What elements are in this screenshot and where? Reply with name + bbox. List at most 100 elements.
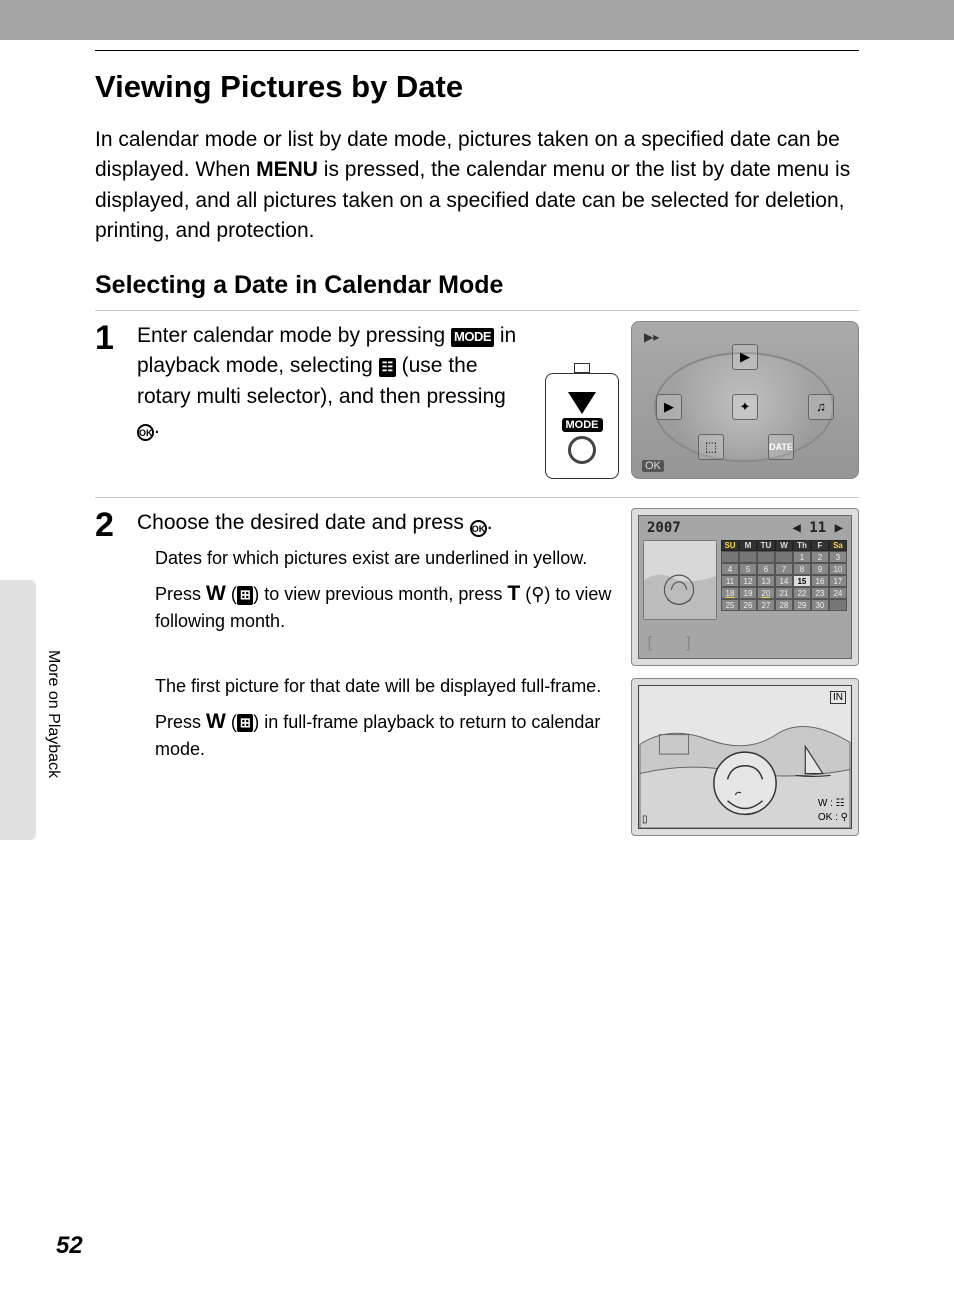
- playback-indicator: ▶▸: [644, 330, 659, 344]
- mode-key-glyph: MODE: [451, 328, 494, 347]
- page-title: Viewing Pictures by Date: [95, 69, 859, 105]
- calendar-cell: 19: [739, 587, 757, 599]
- day-head: M: [739, 540, 757, 551]
- calendar-cell: 25: [721, 599, 739, 611]
- step-2-sub4: Press W (⊞) in full-frame playback to re…: [137, 707, 613, 762]
- s22d: (: [520, 584, 531, 604]
- step-1-figures: MODE ▶▸ ▶ ▶ ♫ ✦ ⬚ DATE OK: [545, 321, 859, 479]
- calendar-cell: [721, 551, 739, 563]
- w-key-glyph-2: W: [206, 710, 226, 733]
- calendar-cell: 17: [829, 575, 847, 587]
- calendar-cell: 13: [757, 575, 775, 587]
- s2b: .: [487, 511, 493, 534]
- w-key-glyph: W: [206, 582, 226, 605]
- calendar-cell: 16: [811, 575, 829, 587]
- calendar-grid: 1234567891011121314151617181920212223242…: [721, 551, 847, 611]
- mini-calendar: SUMTUWThFSa 1234567891011121314151617181…: [721, 540, 847, 620]
- day-head: SU: [721, 540, 739, 551]
- down-arrow-icon: [568, 392, 596, 414]
- mode-badge: MODE: [562, 418, 603, 432]
- calendar-cell: 27: [757, 599, 775, 611]
- s1d: .: [154, 415, 160, 438]
- calendar-thumbnail: [643, 540, 717, 620]
- internal-memory-icon: IN: [830, 691, 846, 704]
- day-head: TU: [757, 540, 775, 551]
- calendar-day-header: SUMTUWThFSa: [721, 540, 847, 551]
- calendar-cell: 2: [811, 551, 829, 563]
- calendar-cell: 28: [775, 599, 793, 611]
- next-month-icon: ▶: [835, 520, 843, 536]
- calendar-cell: 22: [793, 587, 811, 599]
- calendar-cell: [775, 551, 793, 563]
- mode-button-figure: MODE: [545, 369, 619, 479]
- lcd1-ok-label: OK: [642, 460, 664, 472]
- top-gray-bar: [0, 0, 954, 40]
- year-label: 2007: [647, 520, 681, 536]
- calendar-cell: 23: [811, 587, 829, 599]
- brackets-indicator: [ ]: [645, 633, 693, 652]
- calendar-cell: 8: [793, 563, 811, 575]
- calendar-cell: [829, 599, 847, 611]
- prev-month-icon: ◀: [792, 520, 800, 536]
- calendar-cell: [739, 551, 757, 563]
- calendar-cell: 1: [793, 551, 811, 563]
- step-1: 1 Enter calendar mode by pressing MODE i…: [95, 311, 859, 497]
- ok-button-glyph-2: OK: [470, 520, 487, 537]
- zoom-icon: ⚲: [531, 584, 544, 604]
- s22c: ) to view previous month, press: [253, 584, 507, 604]
- page-content: Viewing Pictures by Date In calendar mod…: [0, 40, 954, 854]
- lcd3-bl-icon: ▯: [642, 814, 648, 825]
- section-label: More on Playback: [44, 650, 62, 778]
- calendar-cell: [757, 551, 775, 563]
- step-2-figures: 2007 ◀ 11 ▶: [631, 508, 859, 836]
- s24a: Press: [155, 712, 206, 732]
- page-number: 52: [56, 1232, 83, 1260]
- calendar-header: 2007 ◀ 11 ▶: [639, 516, 851, 540]
- thumb-grid-icon: ⊞: [237, 586, 253, 604]
- lcd3-zoom-icon: ⚲: [841, 812, 848, 823]
- calendar-cell: 18: [721, 587, 739, 599]
- calendar-cell: 10: [829, 563, 847, 575]
- step-2-main: Choose the desired date and press OK.: [137, 508, 613, 538]
- lcd-calendar: 2007 ◀ 11 ▶: [631, 508, 859, 666]
- s22b: (: [226, 584, 237, 604]
- calendar-cell: 3: [829, 551, 847, 563]
- calendar-cell: 9: [811, 563, 829, 575]
- step-2-sub3: The first picture for that date will be …: [137, 674, 613, 699]
- lcd3-cal-icon: ☷: [836, 798, 845, 809]
- t-key-glyph: T: [507, 582, 520, 605]
- day-head: W: [775, 540, 793, 551]
- calendar-cell: 14: [775, 575, 793, 587]
- wheel-bl-icon: ⬚: [698, 434, 724, 460]
- step-1-number: 1: [95, 321, 119, 355]
- calendar-cell: 7: [775, 563, 793, 575]
- month-nav: ◀ 11 ▶: [792, 520, 843, 536]
- step-2: 2 Choose the desired date and press OK. …: [95, 498, 859, 854]
- lcd-mode-select: ▶▸ ▶ ▶ ♫ ✦ ⬚ DATE OK: [631, 321, 859, 479]
- menu-key-glyph: MENU: [256, 158, 318, 181]
- calendar-icon: ☷: [379, 358, 396, 377]
- calendar-cell: 29: [793, 599, 811, 611]
- s22a: Press: [155, 584, 206, 604]
- calendar-cell: 26: [739, 599, 757, 611]
- lcd3-hints: W : ☷ OK : ⚲: [818, 797, 848, 825]
- step-2-sub1: Dates for which pictures exist are under…: [137, 546, 613, 571]
- s1a: Enter calendar mode by pressing: [137, 324, 451, 347]
- lcd-fullframe: IN W : ☷ OK : ⚲ ▯: [631, 678, 859, 836]
- calendar-cell: 20: [757, 587, 775, 599]
- intro-paragraph: In calendar mode or list by date mode, p…: [95, 125, 859, 247]
- wheel-br-icon: DATE: [768, 434, 794, 460]
- wheel-top-icon: ▶: [732, 344, 758, 370]
- thumb-grid-icon-2: ⊞: [237, 714, 253, 732]
- lcd3-ok: OK: [818, 812, 832, 823]
- calendar-cell: 30: [811, 599, 829, 611]
- ok-button-glyph: OK: [137, 424, 154, 441]
- wheel-mid-icon: ✦: [732, 394, 758, 420]
- day-head: Th: [793, 540, 811, 551]
- wheel-left-icon: ▶: [656, 394, 682, 420]
- month-label: 11: [809, 520, 826, 536]
- calendar-cell: 15: [793, 575, 811, 587]
- s2a: Choose the desired date and press: [137, 511, 470, 534]
- s24b: (: [226, 712, 237, 732]
- subheading: Selecting a Date in Calendar Mode: [95, 271, 859, 300]
